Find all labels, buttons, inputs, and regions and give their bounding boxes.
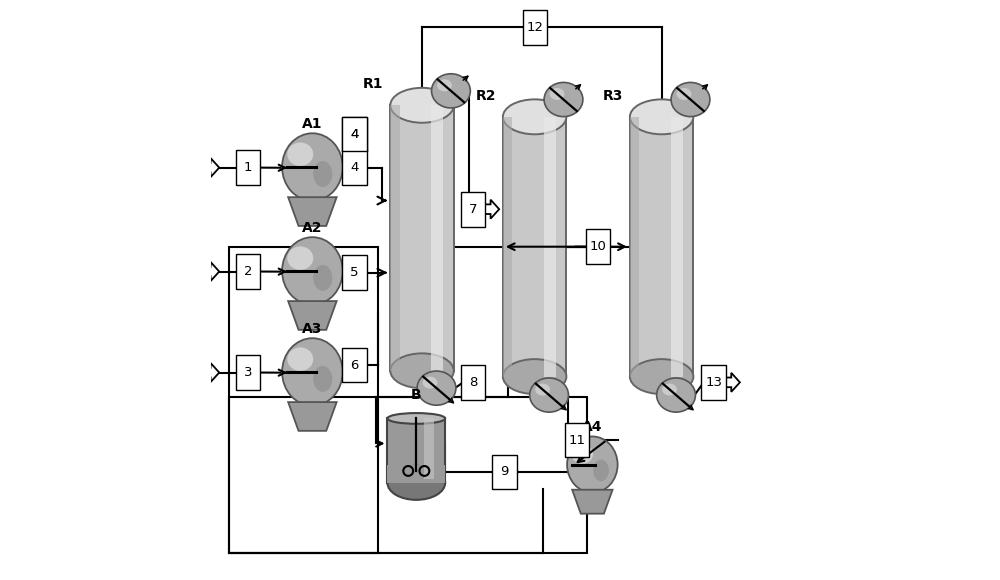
Ellipse shape [630,99,693,135]
Text: R3: R3 [603,89,623,103]
Ellipse shape [671,82,710,117]
Text: R1: R1 [363,77,383,91]
Ellipse shape [282,133,343,201]
Ellipse shape [282,237,343,304]
Text: 10: 10 [590,240,607,253]
Ellipse shape [287,246,313,270]
Polygon shape [288,301,337,330]
Ellipse shape [550,88,564,100]
Text: 13: 13 [705,376,722,389]
Ellipse shape [313,265,332,291]
Polygon shape [203,158,219,177]
FancyBboxPatch shape [701,365,726,400]
Text: 3: 3 [244,366,252,379]
Ellipse shape [677,88,691,100]
Ellipse shape [571,444,593,464]
Ellipse shape [503,359,566,394]
Polygon shape [723,373,740,392]
Ellipse shape [662,383,677,396]
Text: 6: 6 [350,358,359,372]
Text: 4: 4 [350,161,359,174]
Ellipse shape [423,376,437,389]
Ellipse shape [417,371,456,405]
FancyBboxPatch shape [342,117,367,151]
FancyBboxPatch shape [503,117,566,376]
FancyBboxPatch shape [387,465,445,483]
Text: 2: 2 [244,265,252,278]
Text: 4: 4 [350,128,359,141]
FancyBboxPatch shape [342,348,367,382]
Ellipse shape [387,466,445,500]
Polygon shape [288,197,337,226]
Text: A3: A3 [302,321,323,336]
Text: 9: 9 [500,465,509,478]
Ellipse shape [313,366,332,392]
FancyBboxPatch shape [236,355,260,390]
Text: B: B [411,389,422,403]
Ellipse shape [387,413,445,424]
Ellipse shape [535,383,550,396]
FancyBboxPatch shape [431,106,443,371]
Text: A1: A1 [302,117,323,130]
Ellipse shape [657,378,695,412]
Ellipse shape [567,437,618,493]
Ellipse shape [287,347,313,371]
Polygon shape [483,200,499,219]
Ellipse shape [437,79,452,91]
Text: 7: 7 [469,202,477,216]
FancyBboxPatch shape [236,254,260,289]
Ellipse shape [287,143,313,166]
FancyBboxPatch shape [630,117,693,376]
FancyBboxPatch shape [342,117,367,151]
FancyBboxPatch shape [586,230,610,264]
FancyBboxPatch shape [424,418,434,480]
Ellipse shape [630,359,693,394]
Text: 4: 4 [350,128,359,141]
FancyBboxPatch shape [544,117,556,376]
Ellipse shape [593,459,609,481]
FancyBboxPatch shape [565,423,589,458]
Ellipse shape [432,74,470,108]
Ellipse shape [544,82,583,117]
Ellipse shape [282,338,343,406]
Text: R2: R2 [475,89,496,103]
FancyBboxPatch shape [630,117,639,376]
Ellipse shape [390,88,454,123]
Text: 1: 1 [244,161,252,174]
Polygon shape [203,363,219,382]
FancyBboxPatch shape [461,192,485,227]
FancyBboxPatch shape [342,150,367,185]
FancyBboxPatch shape [523,10,547,45]
Polygon shape [288,402,337,431]
Text: A4: A4 [582,420,603,434]
FancyBboxPatch shape [461,365,485,400]
Ellipse shape [530,378,568,412]
FancyBboxPatch shape [390,106,400,371]
Ellipse shape [313,161,332,187]
FancyBboxPatch shape [387,418,445,483]
FancyBboxPatch shape [390,106,454,371]
Ellipse shape [503,99,566,135]
FancyBboxPatch shape [671,117,683,376]
FancyBboxPatch shape [236,150,260,185]
Ellipse shape [390,353,454,388]
FancyBboxPatch shape [503,117,512,376]
Text: 8: 8 [469,376,477,389]
FancyBboxPatch shape [342,255,367,290]
Polygon shape [203,262,219,281]
Text: A2: A2 [302,220,323,234]
Text: 11: 11 [568,434,585,447]
Text: 12: 12 [526,21,543,34]
FancyBboxPatch shape [492,455,517,489]
Polygon shape [572,490,613,514]
Text: 5: 5 [350,266,359,279]
